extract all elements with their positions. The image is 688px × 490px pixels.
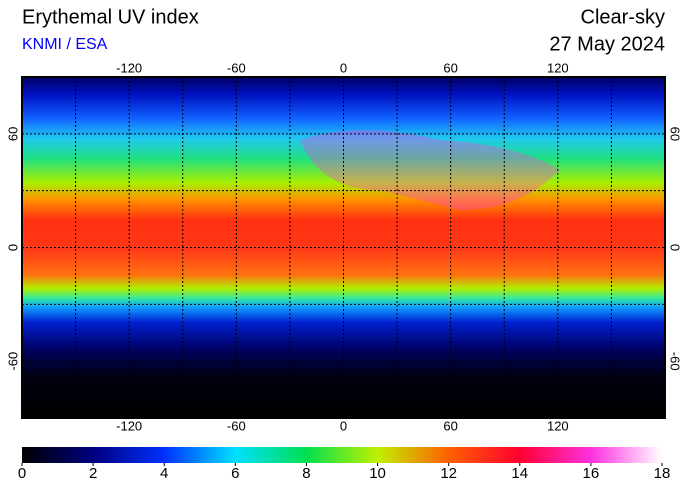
lat-tick-label: 0 bbox=[5, 244, 20, 251]
lon-tick-label: 0 bbox=[340, 418, 347, 433]
lon-tick-label: -120 bbox=[116, 60, 142, 75]
colorbar-tick-label: 16 bbox=[583, 465, 600, 482]
lon-tick-label: 60 bbox=[443, 60, 457, 75]
lon-tick-label: 60 bbox=[443, 418, 457, 433]
lat-tick-label: 60 bbox=[5, 127, 20, 141]
lon-tick-label: -120 bbox=[116, 418, 142, 433]
high-uv-region bbox=[300, 130, 560, 210]
date: 27 May 2024 bbox=[549, 33, 665, 55]
lat-tick-label: -60 bbox=[668, 352, 683, 371]
source: KNMI / ESA bbox=[22, 36, 108, 53]
colorbar-tick-label: 18 bbox=[654, 465, 671, 482]
lon-tick-label: -60 bbox=[227, 418, 246, 433]
lon-tick-label: 120 bbox=[547, 60, 569, 75]
colorbar-tick-label: 14 bbox=[511, 465, 528, 482]
colorbar-tick-label: 0 bbox=[18, 465, 26, 482]
lon-tick-label: -60 bbox=[227, 60, 246, 75]
lon-tick-label: 120 bbox=[547, 418, 569, 433]
title: Erythemal UV index bbox=[22, 6, 199, 28]
lat-tick-label: 0 bbox=[668, 244, 683, 251]
colorbar-tick-label: 2 bbox=[89, 465, 97, 482]
lon-tick-label: 0 bbox=[340, 60, 347, 75]
colorbar-tick-label: 12 bbox=[440, 465, 457, 482]
colorbar-tick-label: 8 bbox=[302, 465, 310, 482]
lat-tick-label: 60 bbox=[668, 127, 683, 141]
colorbar-tick-label: 4 bbox=[160, 465, 168, 482]
colorbar-tick-label: 10 bbox=[369, 465, 386, 482]
colorbar-tick-label: 6 bbox=[231, 465, 239, 482]
lat-tick-label: -60 bbox=[5, 352, 20, 371]
colorbar bbox=[22, 447, 662, 463]
condition: Clear-sky bbox=[581, 6, 665, 28]
